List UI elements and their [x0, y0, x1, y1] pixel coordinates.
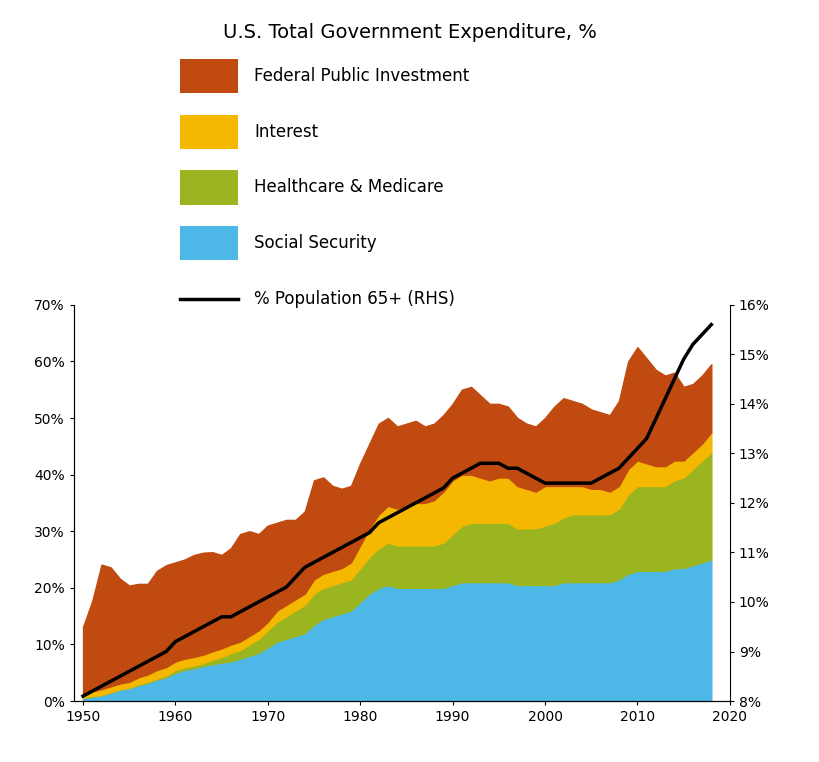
Text: Interest: Interest	[254, 123, 318, 141]
Text: % Population 65+ (RHS): % Population 65+ (RHS)	[254, 290, 455, 308]
Text: Federal Public Investment: Federal Public Investment	[254, 67, 468, 85]
Text: U.S. Total Government Expenditure, %: U.S. Total Government Expenditure, %	[223, 23, 596, 42]
Text: Social Security: Social Security	[254, 234, 377, 252]
Text: Healthcare & Medicare: Healthcare & Medicare	[254, 178, 443, 197]
